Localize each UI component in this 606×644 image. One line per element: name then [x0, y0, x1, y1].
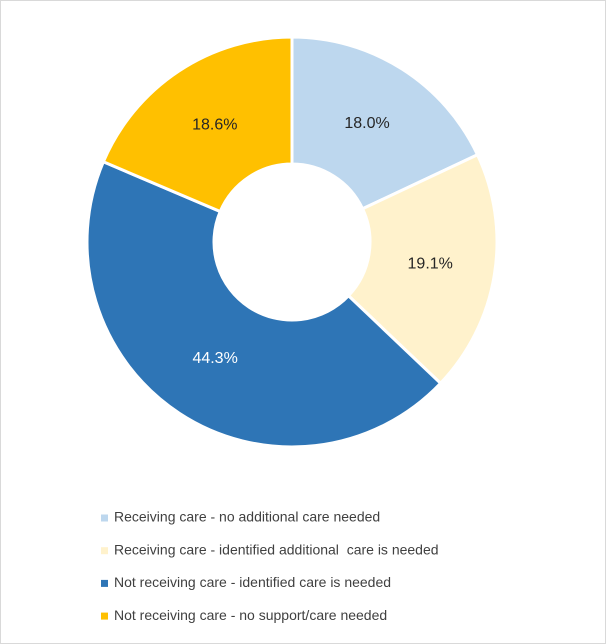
legend-swatch	[101, 547, 108, 555]
legend-swatch	[101, 612, 108, 620]
legend-label: Receiving care - identified additional c…	[114, 541, 439, 557]
legend-swatch	[101, 514, 108, 522]
legend-label: Not receiving care - identified care is …	[114, 574, 391, 590]
donut-slice	[346, 152, 499, 386]
legend-label: Not receiving care - no support/care nee…	[114, 607, 387, 623]
slice-label: 44.3%	[192, 350, 237, 367]
donut-slice	[290, 35, 480, 211]
donut-slice	[101, 35, 294, 214]
legend-swatch	[101, 579, 108, 587]
legend-label: Receiving care - no additional care need…	[114, 509, 380, 525]
slice-label: 18.6%	[192, 116, 237, 133]
slice-label: 18.0%	[344, 115, 389, 132]
donut-slice	[85, 159, 443, 449]
slice-label: 19.1%	[408, 256, 453, 273]
